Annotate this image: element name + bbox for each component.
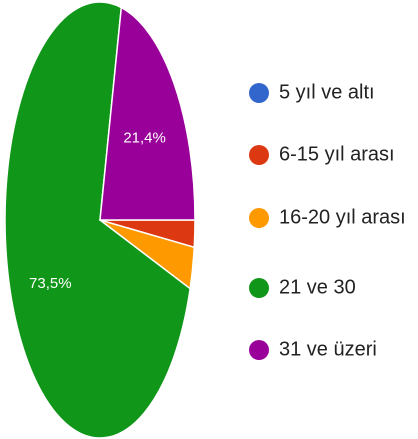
legend-swatch: [249, 83, 269, 103]
legend-swatch: [249, 278, 269, 298]
legend-label: 31 ve üzeri: [279, 338, 377, 360]
slice-label: 21,4%: [123, 130, 166, 147]
pie-slice: [4, 1, 191, 439]
slice-label: 73,5%: [29, 275, 72, 292]
legend-label: 16-20 yıl arası: [279, 206, 406, 228]
legend-swatch: [249, 340, 269, 360]
legend-label: 6-15 yıl arası: [279, 143, 395, 165]
legend-label: 5 yıl ve altı: [279, 81, 375, 103]
pie-slice: [99, 6, 196, 221]
legend-swatch: [249, 208, 269, 228]
legend-swatch: [249, 145, 269, 165]
legend-label: 21 ve 30: [279, 276, 356, 298]
